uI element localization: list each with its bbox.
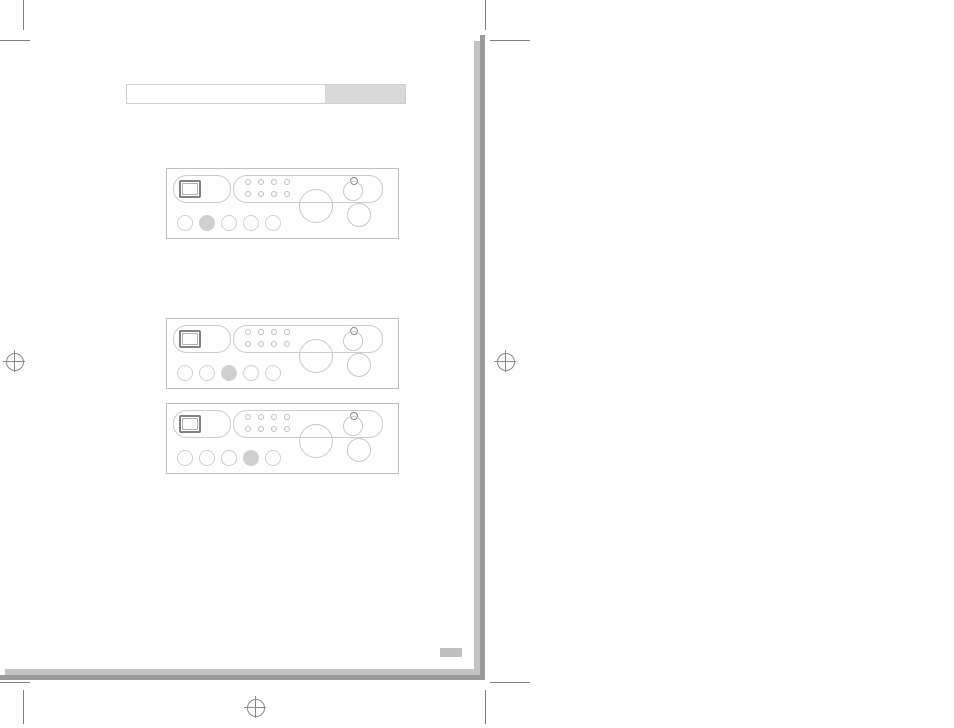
indicator-dot: [245, 341, 251, 347]
document-page: [0, 0, 954, 728]
main-knob: [299, 424, 333, 458]
registration-mark: [244, 696, 266, 718]
section-title-bar: [126, 84, 406, 104]
panel-button: [265, 215, 281, 231]
indicator-dot: [271, 191, 277, 197]
indicator-dot: [245, 191, 251, 197]
device-panel-illustration: [166, 403, 399, 474]
indicator-dot: [271, 426, 277, 432]
crop-mark: [490, 40, 530, 41]
device-panel-illustration: [166, 168, 399, 239]
indicator-dot: [245, 414, 251, 420]
panel-button: [265, 450, 281, 466]
crop-mark: [23, 0, 24, 30]
panel-button: [243, 450, 259, 466]
crop-mark: [0, 682, 30, 683]
panel-button: [265, 365, 281, 381]
small-knob: [347, 353, 371, 377]
indicator-dot: [258, 341, 264, 347]
indicator-dot: [271, 179, 277, 185]
lcd-display: [179, 180, 201, 198]
indicator-row: [245, 341, 290, 347]
panel-button: [243, 215, 259, 231]
secondary-knob: [343, 331, 363, 351]
crop-mark: [23, 690, 24, 724]
indicator-row: [245, 414, 290, 420]
small-knob: [347, 203, 371, 227]
indicator-dot: [258, 426, 264, 432]
panel-button: [221, 450, 237, 466]
crop-mark: [490, 682, 530, 683]
button-row: [177, 365, 281, 381]
panel-button: [243, 365, 259, 381]
lcd-display: [179, 330, 201, 348]
button-row: [177, 215, 281, 231]
indicator-row: [245, 179, 290, 185]
indicator-row: [245, 191, 290, 197]
page-number-tab: [440, 648, 462, 657]
secondary-knob: [343, 181, 363, 201]
panel-button: [177, 365, 193, 381]
indicator-row: [245, 329, 290, 335]
device-panel-illustration: [166, 318, 399, 389]
panel-button: [199, 365, 215, 381]
button-row: [177, 450, 281, 466]
panel-button: [199, 450, 215, 466]
panel-button: [177, 450, 193, 466]
indicator-dot: [284, 191, 290, 197]
secondary-knob: [343, 416, 363, 436]
indicator-dot: [271, 414, 277, 420]
lcd-display: [179, 415, 201, 433]
indicator-dot: [245, 426, 251, 432]
indicator-dot: [258, 414, 264, 420]
crop-mark: [485, 690, 486, 724]
main-knob: [299, 189, 333, 223]
indicator-dot: [284, 426, 290, 432]
main-knob: [299, 339, 333, 373]
panel-button: [221, 215, 237, 231]
indicator-dot: [271, 341, 277, 347]
panel-button: [177, 215, 193, 231]
registration-mark: [494, 350, 516, 372]
indicator-dot: [258, 179, 264, 185]
indicator-dot: [284, 179, 290, 185]
indicator-dot: [245, 179, 251, 185]
panel-button: [221, 365, 237, 381]
indicator-dot: [284, 329, 290, 335]
title-bar-shade: [325, 85, 405, 103]
indicator-dot: [258, 191, 264, 197]
indicator-dot: [271, 329, 277, 335]
indicator-dot: [284, 341, 290, 347]
indicator-dot: [258, 329, 264, 335]
indicator-dot: [284, 414, 290, 420]
small-knob: [347, 438, 371, 462]
crop-mark: [485, 0, 486, 30]
panel-button: [199, 215, 215, 231]
indicator-dot: [245, 329, 251, 335]
indicator-row: [245, 426, 290, 432]
